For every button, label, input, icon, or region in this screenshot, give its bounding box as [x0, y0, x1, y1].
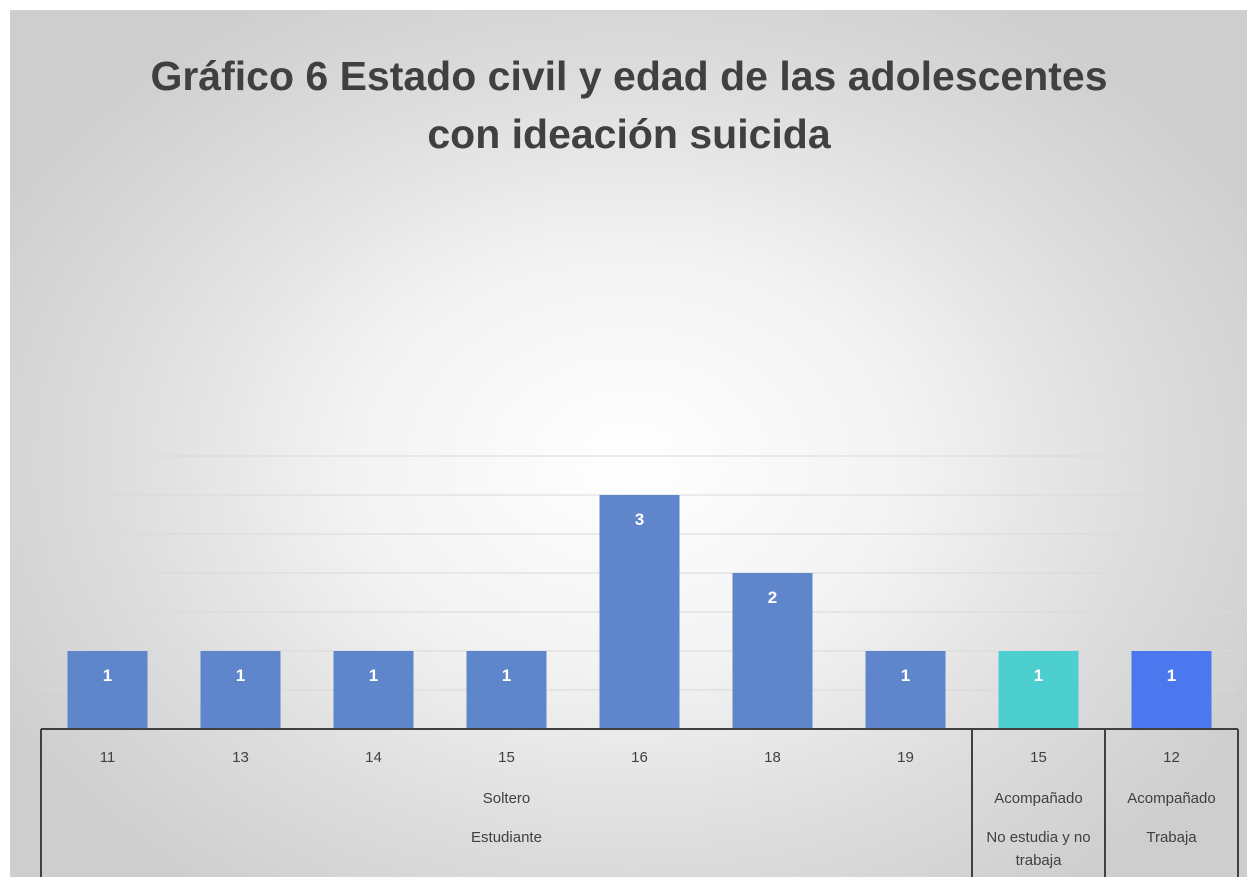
group-label-estado-civil: Soltero [483, 790, 531, 807]
data-label: 1 [236, 666, 245, 685]
tick-label-age: 11 [100, 749, 116, 766]
group-label-estado-civil: Acompañado [994, 790, 1082, 807]
group-label-ocupacion: Estudiante [471, 829, 542, 846]
bar-19-6 [865, 651, 946, 729]
group-label-estado-civil: Acompañado [1127, 790, 1215, 807]
group-label-ocupacion: Trabaja [1146, 829, 1197, 846]
bar-15-7 [998, 651, 1079, 729]
tick-label-age: 13 [232, 749, 249, 766]
tick-label-age: 14 [365, 749, 382, 766]
bar-13-1 [200, 651, 281, 729]
tick-label-age: 15 [498, 749, 515, 766]
data-label: 1 [369, 666, 378, 685]
group-label-ocupacion: No estudia y no [986, 829, 1090, 846]
chart-title-line-1: Gráfico 6 Estado civil y edad de las ado… [150, 53, 1108, 99]
data-label: 3 [635, 510, 644, 529]
chart-area: Gráfico 6 Estado civil y edad de las ado… [10, 10, 1247, 877]
tick-label-age: 19 [897, 749, 914, 766]
tick-label-age: 12 [1163, 749, 1180, 766]
bar-12-8 [1131, 651, 1212, 729]
bar-14-2 [333, 651, 414, 729]
tick-label-age: 16 [631, 749, 648, 766]
tick-label-age: 15 [1030, 749, 1047, 766]
chart-title-line-2: con ideación suicida [427, 111, 831, 157]
bar-18-5 [732, 573, 813, 729]
data-label: 1 [502, 666, 511, 685]
bar-16-4 [599, 495, 680, 729]
data-label: 1 [1167, 666, 1176, 685]
data-label: 1 [901, 666, 910, 685]
data-label: 1 [1034, 666, 1043, 685]
bar-11-0 [67, 651, 148, 729]
bar-15-3 [466, 651, 547, 729]
data-label: 1 [103, 666, 112, 685]
group-label-ocupacion: trabaja [1016, 852, 1063, 869]
data-label: 2 [768, 588, 777, 607]
tick-label-age: 18 [764, 749, 781, 766]
chart-title: Gráfico 6 Estado civil y edad de las ado… [11, 47, 1247, 163]
